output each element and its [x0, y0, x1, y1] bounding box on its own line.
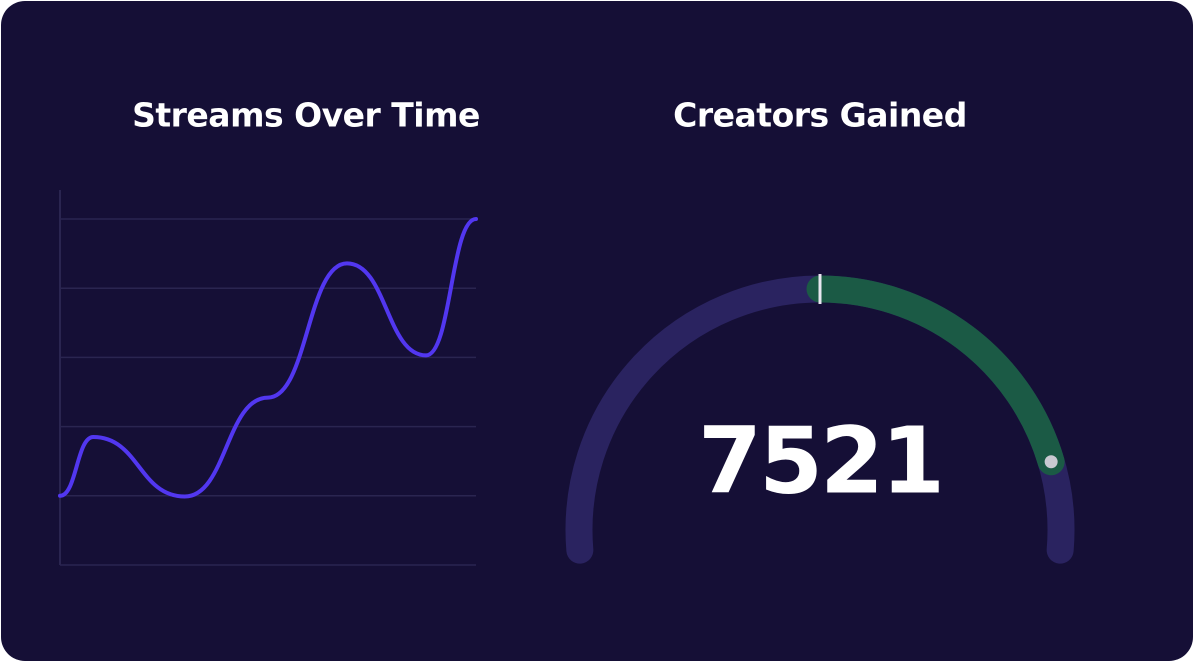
gauge-value-arc — [806, 275, 1065, 476]
chart-title: Streams Over Time — [132, 96, 480, 135]
line-series — [58, 217, 478, 499]
value-knob — [1044, 455, 1058, 469]
gauge-title: Creators Gained — [673, 96, 967, 135]
line-chart — [58, 190, 478, 566]
gauge-value: 7521 — [698, 407, 942, 514]
gauge: 7521 — [565, 274, 1075, 564]
